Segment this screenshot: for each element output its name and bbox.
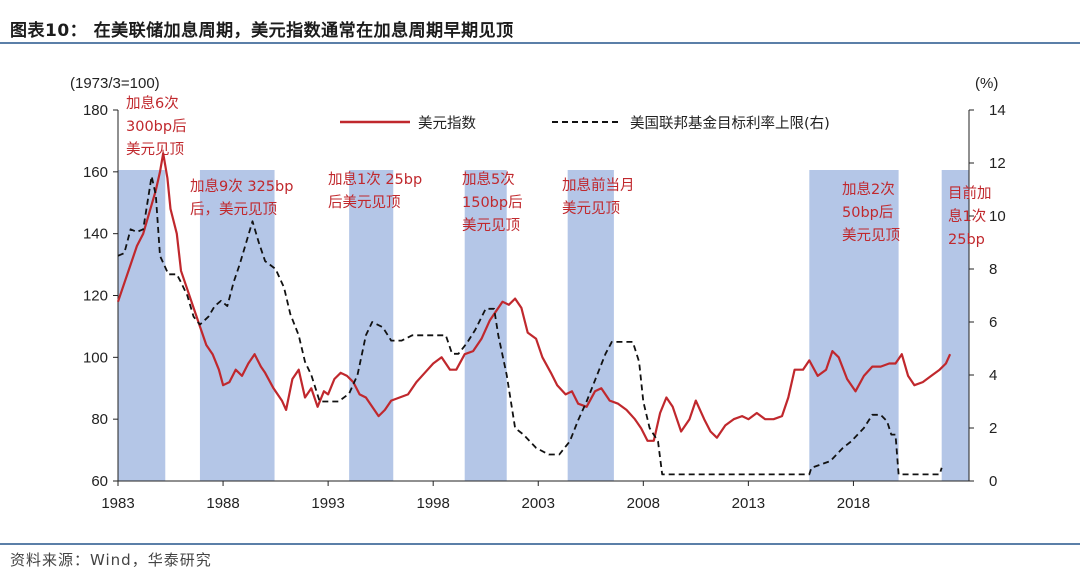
x-tick-label: 1998 <box>416 495 449 512</box>
right-tick-label: 12 <box>989 155 1006 172</box>
x-tick-label: 1993 <box>311 495 344 512</box>
source-note: 资料来源：Wind，华泰研究 <box>10 551 212 569</box>
annotation-0: 加息6次 300bp后美元见顶 <box>126 95 187 158</box>
left-tick-label: 80 <box>91 411 108 428</box>
annotation-line: 加息2次 <box>842 181 895 198</box>
right-unit-label: (%) <box>975 75 998 92</box>
left-tick-label: 100 <box>83 349 108 366</box>
legend-label-fed-rate: 美国联邦基金目标利率上限(右) <box>630 115 830 132</box>
annotation-line: 加息5次 <box>462 171 515 188</box>
x-tick-label: 1988 <box>206 495 239 512</box>
annotation-4: 加息前当月美元见顶 <box>562 177 635 217</box>
left-tick-label: 60 <box>91 473 108 490</box>
annotation-line: 加息6次 <box>126 95 179 112</box>
x-tick-label: 1983 <box>101 495 134 512</box>
annotation-line: 50bp后 <box>842 204 893 221</box>
series-line-0 <box>116 152 952 442</box>
annotation-line: 美元见顶 <box>126 141 184 158</box>
shaded-period-1 <box>199 170 275 481</box>
left-tick-label: 120 <box>83 288 108 305</box>
x-tick-label: 2008 <box>627 495 660 512</box>
annotation-line: 美元见顶 <box>842 227 900 244</box>
legend-label-usd-index: 美元指数 <box>418 115 476 132</box>
right-tick-label: 8 <box>989 261 997 278</box>
annotation-line: 美元见顶 <box>462 217 520 234</box>
annotation-6: 目前加息1次 25bp <box>948 185 992 248</box>
left-tick-label: 180 <box>83 102 108 119</box>
legend: 美元指数 美国联邦基金目标利率上限(右) <box>340 115 830 132</box>
axes: 60 80 100 120 140 160 180 0 2 4 6 8 10 12 14 1983 1988 19… <box>70 75 1006 512</box>
annotation-line: 300bp后 <box>126 118 187 135</box>
left-unit-label: (1973/3=100) <box>70 75 160 92</box>
annotation-line: 后，美元见顶 <box>190 201 277 218</box>
shaded-period-6 <box>941 170 969 481</box>
annotation-line: 息1次 <box>948 208 986 225</box>
annotation-line: 加息前当月 <box>562 177 635 194</box>
annotation-3: 加息5次 150bp后美元见顶 <box>462 171 523 234</box>
chart-title: 图表10： 在美联储加息周期，美元指数通常在加息周期早期见顶 <box>10 21 514 41</box>
annotation-line: 美元见顶 <box>562 200 620 217</box>
left-tick-label: 160 <box>83 164 108 181</box>
series-line-1 <box>117 175 943 476</box>
x-tick-label: 2003 <box>522 495 555 512</box>
shaded-period-0 <box>118 170 166 481</box>
annotation-line: 150bp后 <box>462 194 523 211</box>
series-lines <box>116 152 952 476</box>
source-rule <box>0 543 1080 545</box>
title-rule <box>0 42 1080 44</box>
right-tick-label: 2 <box>989 420 997 437</box>
right-tick-label: 10 <box>989 208 1006 225</box>
shaded-period-5 <box>809 170 899 481</box>
annotation-line: 后美元见顶 <box>328 194 401 211</box>
annotation-line: 25bp <box>948 232 985 248</box>
annotation-5: 加息2次 50bp后美元见顶 <box>842 181 900 244</box>
annotation-line: 加息1次 25bp <box>328 171 422 188</box>
annotation-2: 加息1次 25bp 后美元见顶 <box>328 171 422 211</box>
left-tick-label: 140 <box>83 226 108 243</box>
right-tick-label: 4 <box>989 367 997 384</box>
x-tick-label: 2018 <box>837 495 870 512</box>
shaded-periods <box>118 170 969 481</box>
annotation-line: 目前加 <box>948 185 992 202</box>
right-tick-label: 14 <box>989 102 1006 119</box>
right-tick-label: 0 <box>989 473 997 490</box>
annotation-line: 加息9次 325bp <box>190 178 293 195</box>
right-tick-label: 6 <box>989 314 997 331</box>
x-tick-label: 2013 <box>732 495 765 512</box>
annotation-1: 加息9次 325bp 后，美元见顶 <box>190 178 293 218</box>
shaded-period-3 <box>464 170 507 481</box>
